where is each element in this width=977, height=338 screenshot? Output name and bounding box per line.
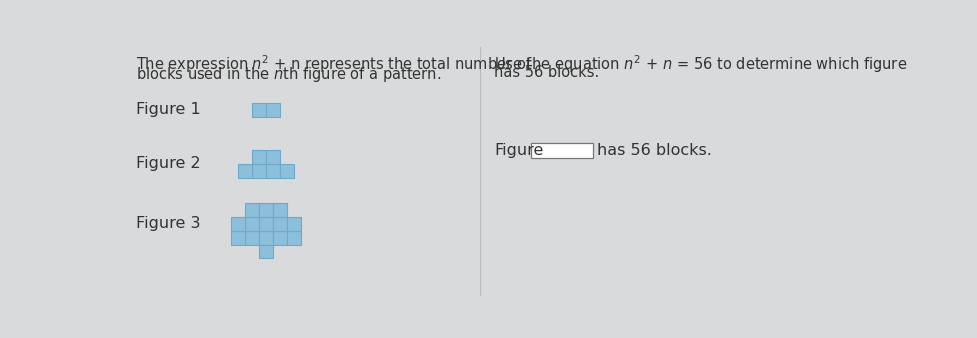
Bar bbox=[258, 231, 273, 245]
Bar bbox=[531, 143, 593, 159]
Bar bbox=[273, 231, 286, 245]
Bar bbox=[251, 103, 266, 117]
Bar bbox=[251, 150, 266, 164]
Text: Figure 3: Figure 3 bbox=[136, 216, 200, 231]
Bar bbox=[286, 231, 300, 245]
Bar bbox=[266, 150, 279, 164]
Text: has 56 blocks.: has 56 blocks. bbox=[493, 65, 599, 80]
Text: Figure: Figure bbox=[493, 143, 543, 158]
Bar bbox=[251, 164, 266, 178]
Bar bbox=[258, 245, 273, 259]
Bar bbox=[244, 203, 258, 217]
Text: has 56 blocks.: has 56 blocks. bbox=[597, 143, 711, 158]
Bar bbox=[273, 203, 286, 217]
Bar bbox=[244, 231, 258, 245]
Bar bbox=[286, 217, 300, 231]
Bar bbox=[258, 217, 273, 231]
Text: blocks used in the $n$th figure of a pattern.: blocks used in the $n$th figure of a pat… bbox=[136, 65, 441, 84]
Bar bbox=[237, 164, 251, 178]
Bar bbox=[266, 164, 279, 178]
Text: Figure 2: Figure 2 bbox=[136, 156, 200, 171]
Text: Figure 1: Figure 1 bbox=[136, 102, 200, 117]
Bar bbox=[258, 203, 273, 217]
Bar bbox=[273, 217, 286, 231]
Bar bbox=[266, 103, 279, 117]
Text: The expression $n^2$ + n represents the total number of: The expression $n^2$ + n represents the … bbox=[136, 53, 532, 75]
Bar bbox=[231, 217, 244, 231]
Bar bbox=[231, 231, 244, 245]
Bar bbox=[279, 164, 293, 178]
Bar bbox=[244, 217, 258, 231]
Text: Use the equation $n^2$ + $n$ = 56 to determine which figure: Use the equation $n^2$ + $n$ = 56 to det… bbox=[493, 53, 907, 75]
